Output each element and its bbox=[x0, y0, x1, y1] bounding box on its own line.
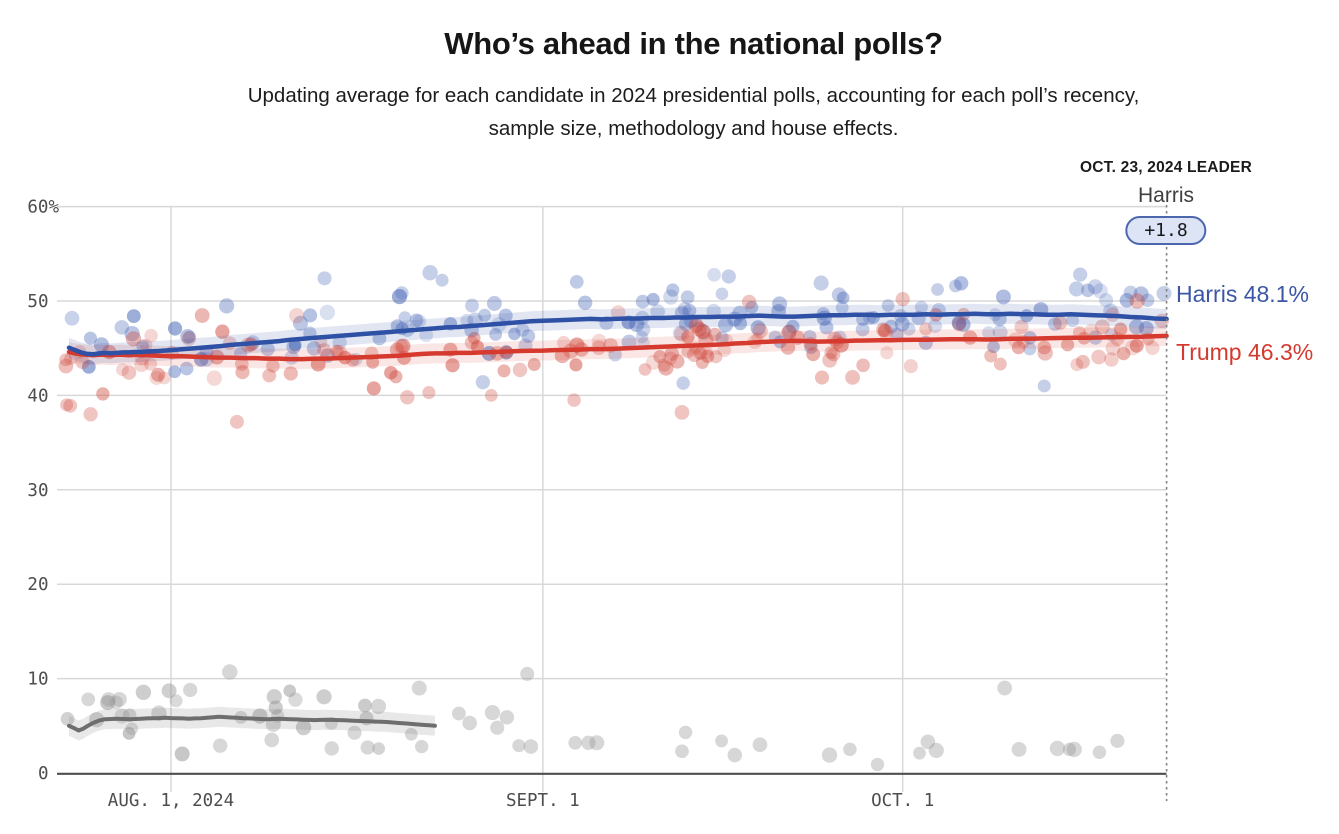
harris-line-label: Harris 48.1% bbox=[1176, 281, 1309, 307]
y-tick-label: 30 bbox=[27, 481, 48, 501]
y-tick-label: 0 bbox=[38, 764, 49, 784]
kennedy-band bbox=[69, 706, 435, 741]
x-tick-label: AUG. 1, 2024 bbox=[108, 791, 234, 811]
y-tick-label: 60% bbox=[27, 198, 59, 218]
y-tick-label: 10 bbox=[27, 670, 48, 690]
page-title: Who’s ahead in the national polls? bbox=[444, 26, 943, 61]
x-tick-label: OCT. 1 bbox=[871, 791, 934, 811]
x-tick-label: SEPT. 1 bbox=[506, 791, 580, 811]
y-tick-label: 20 bbox=[27, 575, 48, 595]
kennedy-poll-dots bbox=[60, 664, 1125, 772]
y-tick-label: 50 bbox=[27, 292, 48, 312]
trump-poll-dots bbox=[58, 291, 1170, 429]
page-subtitle-line1: Updating average for each candidate in 2… bbox=[247, 84, 1140, 107]
harris-average-line bbox=[66, 311, 1169, 357]
leader-caption: OCT. 23, 2024 LEADER bbox=[1080, 159, 1252, 176]
harris-band bbox=[69, 303, 1167, 365]
leader-margin-badge: +1.8 bbox=[1125, 216, 1207, 245]
trump-line-label: Trump 46.3% bbox=[1176, 339, 1314, 365]
gridlines: 60% 50 40 30 20 10 0 AUG. 1, 2024 SEPT. 1 OCT. 1 bbox=[27, 198, 1167, 811]
page-subtitle-line2: sample size, methodology and house effec… bbox=[488, 117, 899, 140]
kennedy-average-line bbox=[67, 714, 437, 733]
trump-average-line bbox=[66, 333, 1169, 362]
y-tick-label: 40 bbox=[27, 386, 48, 406]
leader-name: Harris bbox=[1138, 184, 1194, 207]
